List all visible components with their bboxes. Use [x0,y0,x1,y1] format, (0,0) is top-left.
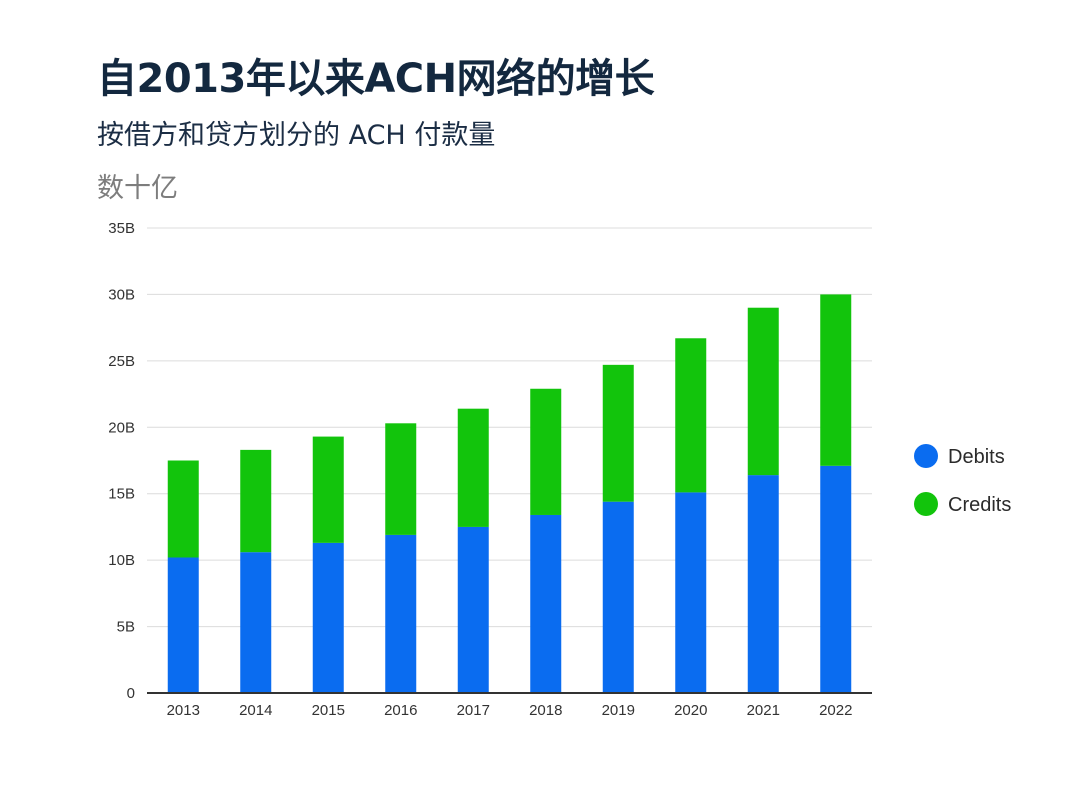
y-tick-label: 10B [108,552,135,569]
bar-debits-2013 [167,557,199,693]
legend-marker-debits [914,444,938,468]
x-tick-label: 2016 [384,702,417,719]
bars [167,294,852,693]
axes: 0 5B 10B 15B 20B 25B 30B 35B 2013 2014 2015 2016 201… [108,220,872,719]
bar-debits-2016 [385,534,417,693]
bar-credits-2021 [747,307,779,476]
x-tick-label: 2021 [747,702,780,719]
bar-credits-2022 [820,294,852,466]
bar-credits-2013 [167,460,199,558]
chart-subtitle: 按借方和贷方划分的 ACH 付款量 [97,120,496,151]
y-tick-label: 5B [117,619,135,636]
x-tick-label: 2018 [529,702,562,719]
bar-credits-2015 [312,436,344,543]
bar-debits-2014 [240,552,272,693]
legend: Debits Credits [914,444,1011,516]
bar-debits-2020 [675,492,707,693]
unit-label: 数十亿 [97,173,178,204]
legend-label-debits: Debits [948,446,1005,468]
x-tick-label: 2020 [674,702,707,719]
y-tick-label: 25B [108,353,135,370]
x-tick-label: 2014 [239,702,272,719]
y-tick-label: 0 [127,685,135,702]
bar-credits-2014 [240,449,272,553]
legend-marker-credits [914,492,938,516]
bar-credits-2019 [602,364,634,502]
bar-credits-2018 [530,388,562,515]
bar-debits-2019 [602,501,634,693]
bar-credits-2017 [457,408,489,527]
x-tick-label: 2017 [457,702,490,719]
y-tick-label: 35B [108,220,135,237]
bar-debits-2018 [530,514,562,693]
bar-credits-2020 [675,338,707,493]
x-tick-label: 2013 [167,702,200,719]
chart-title: 自2013年以来ACH网络的增长 [97,56,655,102]
y-tick-label: 15B [108,486,135,503]
y-tick-label: 20B [108,419,135,436]
bar-debits-2017 [457,526,489,693]
bar-debits-2015 [312,542,344,693]
bar-credits-2016 [385,423,417,535]
x-tick-label: 2022 [819,702,852,719]
bar-debits-2021 [747,475,779,693]
x-tick-label: 2015 [312,702,345,719]
y-tick-label: 30B [108,286,135,303]
x-tick-label: 2019 [602,702,635,719]
legend-label-credits: Credits [948,494,1011,516]
bar-debits-2022 [820,465,852,693]
